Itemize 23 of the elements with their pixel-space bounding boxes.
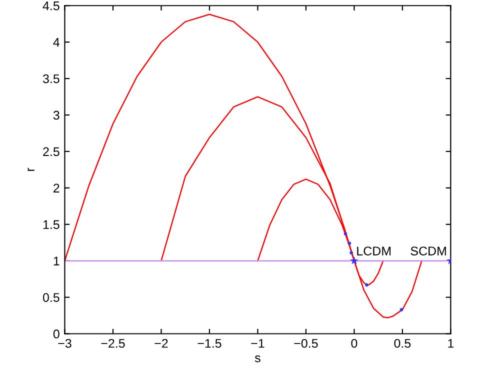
x-tick-label: 0 xyxy=(351,338,358,348)
x-tick-label: −1.5 xyxy=(198,339,222,348)
y-tick-label: 0 xyxy=(53,330,60,338)
x-tick-label: −2 xyxy=(154,338,168,348)
x-tick-label: −2.5 xyxy=(101,338,125,348)
y-tick-label: 4.5 xyxy=(42,2,60,10)
y-axis-title: r xyxy=(28,168,34,171)
annotation: LCDM xyxy=(357,246,391,256)
y-tick-label: 3.5 xyxy=(42,74,60,84)
x-tick-label: −1 xyxy=(251,339,264,348)
y-tick-label: 4 xyxy=(53,38,60,47)
x-tick-label: −3 xyxy=(58,338,72,348)
y-tick-label: 3 xyxy=(53,110,60,120)
x-tick-label: 1 xyxy=(448,339,454,348)
y-tick-label: 2 xyxy=(54,184,60,192)
x-tick-label: −0.5 xyxy=(294,338,318,348)
y-tick-label: 1.5 xyxy=(43,220,60,230)
y-tick-label: 1 xyxy=(54,256,60,266)
y-tick-label: 0.5 xyxy=(42,293,60,302)
x-axis-title: s xyxy=(254,355,260,362)
x-tick-label: 0.5 xyxy=(394,338,411,348)
y-tick-label: 2.5 xyxy=(43,147,60,156)
annotation: SCDM xyxy=(410,246,446,256)
